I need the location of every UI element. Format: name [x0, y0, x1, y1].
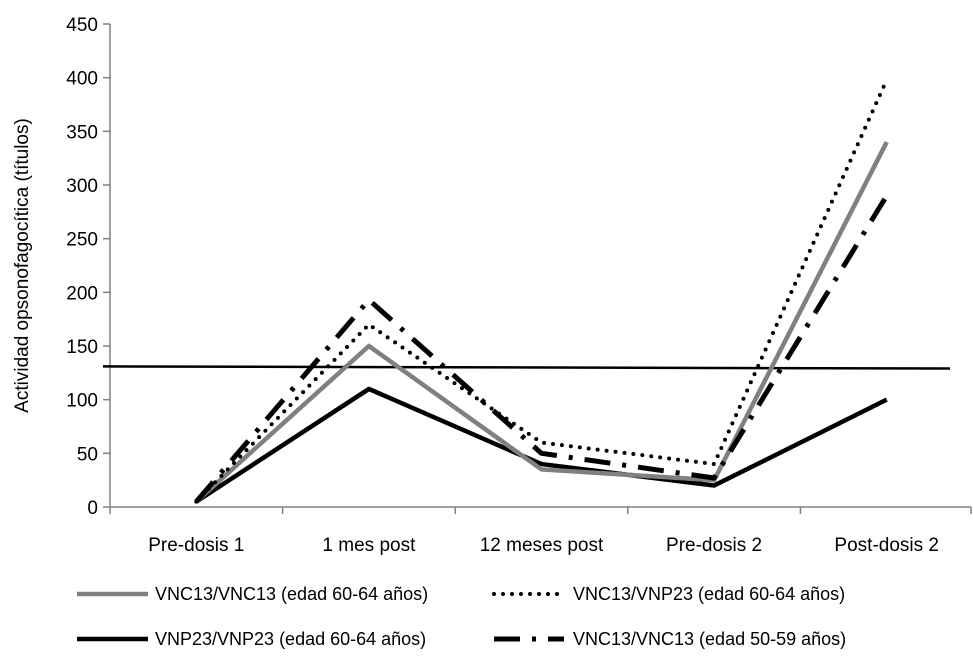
y-tick-label: 300	[66, 176, 98, 197]
legend: VNC13/VNC13 (edad 60-64 años) VNC13/VNP23…	[77, 584, 846, 649]
y-tick-label: 350	[66, 122, 98, 143]
y-tick-label: 100	[66, 391, 98, 412]
y-tick-label: 200	[66, 283, 98, 304]
y-tick-label: 250	[66, 230, 98, 251]
legend-label-1: VNC13/VNC13 (edad 60-64 años)	[155, 584, 428, 604]
y-tick-label: 400	[66, 69, 98, 90]
series-line-4	[194, 194, 889, 504]
x-tick-label: 12 meses post	[480, 535, 604, 556]
y-tick-label: 0	[87, 498, 98, 519]
y-axis-title: Actividad opsonofagocítica (títulos)	[12, 118, 33, 413]
y-tick-label: 50	[77, 444, 98, 465]
y-tick-label: 150	[66, 337, 98, 358]
x-tick-label: Pre-dosis 2	[666, 535, 762, 556]
x-tick-label: Pre-dosis 1	[148, 535, 244, 556]
x-axis: Pre-dosis 1 1 mes post 12 meses post Pre-do…	[109, 506, 972, 556]
series-layer	[194, 77, 889, 504]
reference-line-layer	[102, 365, 951, 370]
legend-label-3: VNP23/VNP23 (edad 60-64 años)	[155, 629, 426, 649]
y-tick-label: 450	[66, 15, 98, 36]
reference-line	[102, 365, 951, 370]
x-tick-label: Post-dosis 2	[834, 535, 939, 556]
series-line-1	[194, 141, 889, 504]
x-tick-label: 1 mes post	[322, 535, 416, 556]
series-line-3	[195, 386, 888, 504]
y-axis: 0 50 100 150 200 250 300 350 400 450	[66, 15, 111, 519]
legend-label-2: VNC13/VNP23 (edad 60-64 años)	[573, 584, 845, 604]
legend-label-4: VNC13/VNC13 (edad 50-59 años)	[573, 629, 846, 649]
series-line-2	[194, 77, 889, 504]
